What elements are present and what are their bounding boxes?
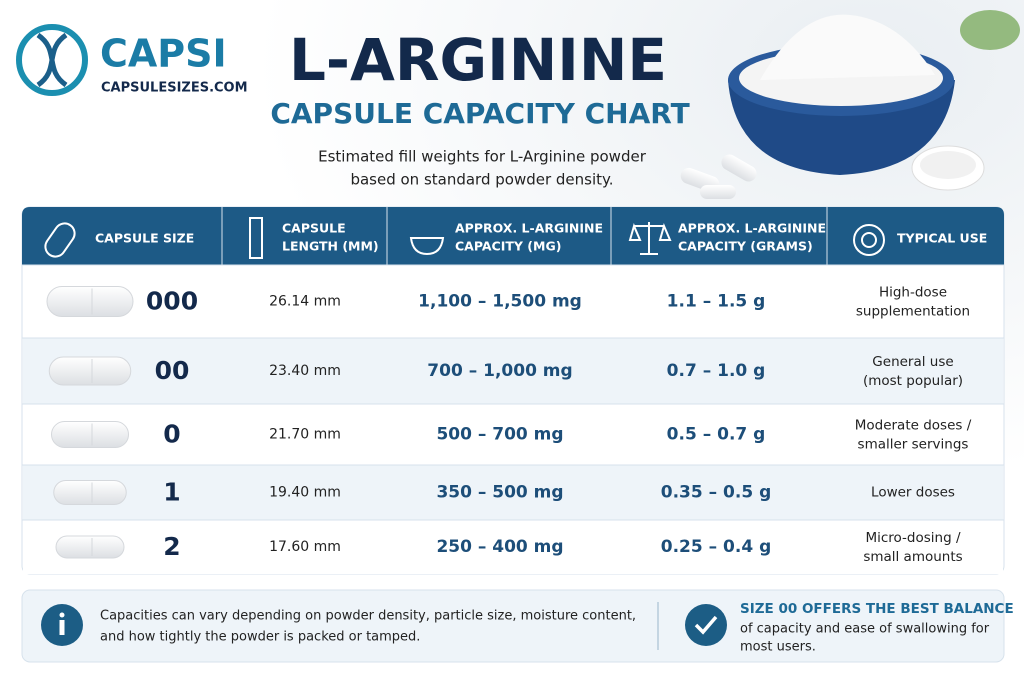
capsule-size: 00 bbox=[155, 356, 190, 385]
header-icon bbox=[861, 232, 877, 248]
column-header: CAPSULE bbox=[282, 221, 346, 236]
capsule-length: 19.40 mm bbox=[269, 485, 341, 501]
capsule-image bbox=[53, 480, 127, 505]
table-header bbox=[22, 207, 1004, 265]
typical-use: (most popular) bbox=[863, 373, 963, 389]
tip-text: of capacity and ease of swallowing for bbox=[740, 622, 990, 637]
typical-use: Micro-dosing / bbox=[865, 530, 960, 546]
subtitle: CAPSULE CAPACITY CHART bbox=[270, 97, 689, 130]
table-row bbox=[23, 465, 1003, 520]
capsule-size: 2 bbox=[163, 532, 180, 561]
column-header: CAPACITY (MG) bbox=[455, 239, 561, 254]
header-icon bbox=[409, 237, 445, 256]
capacity-mg: 350 – 500 mg bbox=[436, 483, 563, 503]
capsule-size: 0 bbox=[163, 420, 180, 449]
capacity-g: 0.5 – 0.7 g bbox=[667, 425, 766, 445]
description: based on standard powder density. bbox=[350, 171, 613, 189]
description: Estimated fill weights for L-Arginine po… bbox=[318, 148, 647, 166]
info-icon bbox=[41, 604, 83, 646]
column-header: APPROX. L-ARGININE bbox=[455, 221, 603, 236]
logo bbox=[16, 24, 88, 96]
header-icon bbox=[44, 222, 76, 258]
table-row bbox=[23, 338, 1003, 404]
tip-title: SIZE 00 OFFERS THE BEST BALANCE bbox=[740, 601, 1014, 617]
capsule-length: 17.60 mm bbox=[269, 539, 341, 555]
brand-site: CAPSULESIZES.COM bbox=[101, 81, 248, 96]
typical-use: small amounts bbox=[863, 549, 962, 565]
info-text: and how tightly the powder is packed or … bbox=[100, 630, 420, 645]
header-icon bbox=[249, 217, 263, 259]
check-icon bbox=[685, 604, 727, 646]
capsule-size: 000 bbox=[146, 287, 198, 316]
column-header: TYPICAL USE bbox=[897, 231, 987, 246]
capacity-mg: 250 – 400 mg bbox=[436, 537, 563, 557]
info-text: Capacities can vary depending on powder … bbox=[100, 609, 636, 624]
typical-use: General use bbox=[872, 354, 953, 370]
capacity-g: 1.1 – 1.5 g bbox=[667, 292, 766, 312]
table-row bbox=[23, 265, 1003, 338]
capacity-mg: 1,100 – 1,500 mg bbox=[418, 292, 582, 312]
capacity-g: 0.35 – 0.5 g bbox=[661, 483, 771, 503]
table-row bbox=[23, 520, 1003, 574]
table-row bbox=[23, 404, 1003, 465]
capsule-length: 21.70 mm bbox=[269, 427, 341, 443]
header-icon bbox=[628, 222, 672, 255]
capsule-length: 23.40 mm bbox=[269, 363, 341, 379]
capsule-image bbox=[51, 421, 129, 448]
typical-use: Moderate doses / bbox=[855, 418, 972, 434]
typical-use: smaller servings bbox=[858, 437, 969, 453]
table: CAPSULE SIZE CAPSULE LENGTH (MM) APPROX. L-… bbox=[22, 207, 1004, 574]
typical-use: High-dose bbox=[879, 285, 947, 301]
capacity-g: 0.25 – 0.4 g bbox=[661, 537, 771, 557]
capacity-mg: 700 – 1,000 mg bbox=[427, 361, 572, 381]
column-header: APPROX. L-ARGININE bbox=[678, 221, 826, 236]
title: L-ARGININE bbox=[289, 26, 667, 94]
capacity-mg: 500 – 700 mg bbox=[436, 425, 563, 445]
capacity-g: 0.7 – 1.0 g bbox=[667, 361, 766, 381]
capsule-image bbox=[46, 286, 134, 317]
column-header: LENGTH (MM) bbox=[282, 239, 379, 254]
notes-box bbox=[21, 589, 1005, 663]
capsule-image bbox=[48, 356, 132, 386]
tip-text: most users. bbox=[740, 640, 816, 655]
typical-use: supplementation bbox=[856, 304, 970, 320]
brand-name: CAPSI bbox=[100, 32, 227, 76]
capsule-image bbox=[55, 535, 125, 559]
column-header: CAPACITY (GRAMS) bbox=[678, 239, 813, 254]
capsule-size: 1 bbox=[163, 478, 180, 507]
capsule-length: 26.14 mm bbox=[269, 294, 341, 310]
typical-use: Lower doses bbox=[871, 485, 955, 501]
header-icon bbox=[853, 224, 885, 256]
bowl-illustration bbox=[680, 10, 1020, 199]
column-header: CAPSULE SIZE bbox=[95, 231, 194, 246]
